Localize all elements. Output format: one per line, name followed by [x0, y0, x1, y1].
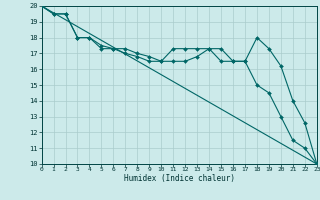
X-axis label: Humidex (Indice chaleur): Humidex (Indice chaleur): [124, 174, 235, 183]
